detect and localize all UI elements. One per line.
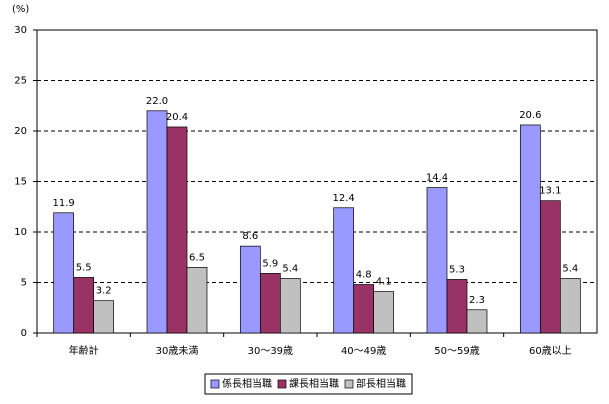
bar xyxy=(73,277,95,334)
y-tick-label: 20 xyxy=(14,126,27,137)
x-tick-label: 年齢計 xyxy=(69,344,99,357)
value-label: 4.8 xyxy=(356,270,372,281)
x-tick-label: 40～49歳 xyxy=(341,345,386,357)
value-label: 20.6 xyxy=(519,110,541,121)
bar xyxy=(53,212,75,334)
value-label: 5.5 xyxy=(76,262,92,273)
value-label: 11.9 xyxy=(53,198,75,209)
bar xyxy=(539,200,561,334)
value-label: 20.4 xyxy=(166,112,188,123)
value-label: 2.3 xyxy=(469,295,485,306)
y-tick-label: 30 xyxy=(14,25,27,36)
bar xyxy=(333,207,355,334)
y-tick-label: 5 xyxy=(21,278,27,289)
value-label: 6.5 xyxy=(189,252,205,263)
legend-swatch xyxy=(277,379,287,389)
legend-swatch xyxy=(210,379,220,389)
bar xyxy=(259,273,281,334)
value-label: 14.4 xyxy=(426,173,448,184)
value-label: 4.1 xyxy=(376,277,392,288)
value-label: 8.6 xyxy=(242,231,258,242)
bar xyxy=(373,291,395,334)
bar xyxy=(146,110,168,334)
y-tick-label: 10 xyxy=(14,227,27,238)
value-label: 5.3 xyxy=(449,264,465,275)
x-tick-label: 30～39歳 xyxy=(248,345,293,357)
y-unit: (%) xyxy=(12,4,29,15)
x-tick-label: 50～59歳 xyxy=(434,345,479,357)
bar xyxy=(279,278,301,334)
value-label: 12.4 xyxy=(333,193,355,204)
legend-label: 部長相当職 xyxy=(356,377,406,390)
legend-label: 係長相当職 xyxy=(222,377,272,390)
bar xyxy=(166,126,188,334)
value-label: 22.0 xyxy=(146,96,168,107)
value-label: 5.9 xyxy=(262,258,278,269)
legend-swatch xyxy=(344,379,354,389)
bar xyxy=(353,284,375,334)
bar xyxy=(446,279,468,334)
bar xyxy=(93,300,115,334)
legend-label: 課長相当職 xyxy=(289,377,339,390)
value-label: 3.2 xyxy=(96,286,112,297)
x-tick-label: 60歳以上 xyxy=(529,345,572,357)
value-label: 5.4 xyxy=(562,263,578,274)
bar xyxy=(466,309,488,334)
legend-box xyxy=(204,373,413,395)
bar xyxy=(559,278,581,334)
bar xyxy=(239,245,261,334)
bar xyxy=(186,267,208,334)
bar xyxy=(426,187,448,334)
y-tick-label: 25 xyxy=(14,76,27,87)
value-label: 13.1 xyxy=(539,186,561,197)
x-tick-label: 30歳未満 xyxy=(156,345,199,357)
bar xyxy=(519,124,541,334)
y-tick-label: 0 xyxy=(21,328,27,339)
y-tick-label: 15 xyxy=(14,177,27,188)
value-label: 5.4 xyxy=(282,263,298,274)
